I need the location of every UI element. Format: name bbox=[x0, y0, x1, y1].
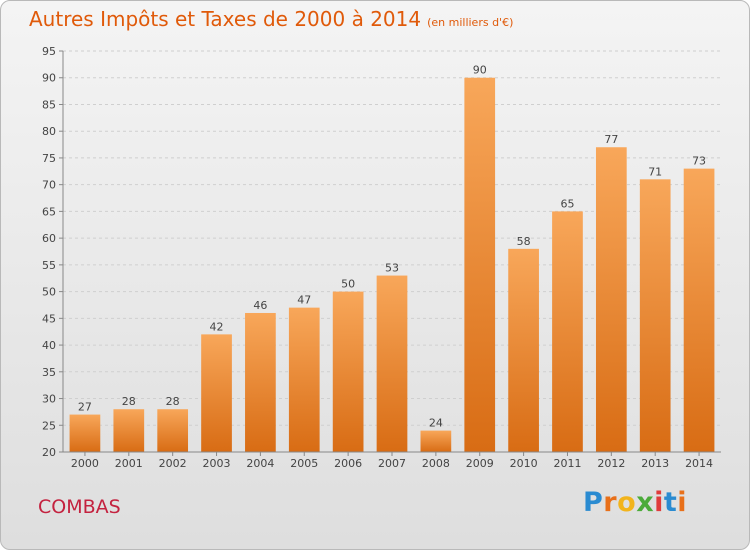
bar-value-label: 28 bbox=[122, 395, 136, 408]
bar bbox=[245, 312, 276, 452]
x-tick-label: 2005 bbox=[290, 457, 318, 470]
y-tick-label: 55 bbox=[42, 259, 56, 272]
logo-letter: P bbox=[583, 487, 604, 518]
y-axis: 20 25 30 35 40 45 50 55 60 65 70 75 80 85 90 95 bbox=[42, 45, 64, 459]
y-tick-label: 80 bbox=[42, 125, 56, 138]
bar bbox=[508, 248, 539, 452]
bar-value-label: 58 bbox=[517, 235, 531, 248]
bar-value-label: 53 bbox=[385, 262, 399, 275]
logo-letter: r bbox=[603, 487, 618, 518]
bar bbox=[376, 275, 408, 452]
y-tick-label: 20 bbox=[42, 446, 56, 459]
x-tick-label: 2013 bbox=[641, 457, 669, 470]
bar-value-label: 47 bbox=[297, 294, 311, 307]
y-tick-label: 70 bbox=[42, 179, 56, 192]
bar bbox=[69, 414, 101, 452]
logo-letter: t bbox=[663, 487, 678, 518]
x-tick-label: 2007 bbox=[378, 457, 406, 470]
logo-letter: o bbox=[617, 487, 637, 518]
bar-value-label: 24 bbox=[429, 417, 443, 430]
x-tick-label: 2012 bbox=[597, 457, 625, 470]
x-tick-label: 2010 bbox=[510, 457, 538, 470]
x-tick-label: 2003 bbox=[203, 457, 231, 470]
bar bbox=[639, 179, 671, 452]
y-tick-label: 90 bbox=[42, 72, 56, 85]
x-tick-label: 2014 bbox=[685, 457, 713, 470]
chart-title-main: Autres Impôts et Taxes de 2000 à 2014 bbox=[29, 7, 422, 31]
x-tick-label: 2008 bbox=[422, 457, 450, 470]
bar bbox=[683, 168, 715, 453]
logo-letter: i bbox=[677, 487, 688, 518]
bar-value-label: 77 bbox=[604, 133, 618, 146]
y-tick-label: 45 bbox=[42, 312, 56, 325]
bar bbox=[595, 147, 627, 453]
y-tick-label: 30 bbox=[42, 393, 56, 406]
bar bbox=[552, 211, 583, 452]
y-tick-label: 60 bbox=[42, 232, 56, 245]
bar-value-label: 90 bbox=[473, 64, 487, 77]
chart-title: Autres Impôts et Taxes de 2000 à 2014 (en… bbox=[29, 7, 513, 31]
bar-value-label: 71 bbox=[648, 165, 662, 178]
y-tick-label: 75 bbox=[42, 152, 56, 165]
x-tick-label: 2006 bbox=[334, 457, 362, 470]
chart-subtitle: (en milliers d'€) bbox=[427, 16, 514, 29]
y-tick-label: 85 bbox=[42, 98, 56, 111]
commune-name: COMBAS bbox=[38, 496, 121, 518]
bar-value-label: 46 bbox=[253, 299, 267, 312]
y-tick-label: 35 bbox=[42, 366, 56, 379]
proxiti-logo[interactable]: Proxiti bbox=[583, 487, 687, 518]
y-tick-label: 65 bbox=[42, 205, 56, 218]
bar bbox=[464, 77, 496, 452]
bar-value-label: 27 bbox=[78, 401, 92, 414]
y-tick-label: 25 bbox=[42, 419, 56, 432]
bar-value-label: 50 bbox=[341, 278, 355, 291]
bar-value-label: 73 bbox=[692, 155, 706, 168]
x-tick-label: 2002 bbox=[159, 457, 187, 470]
y-tick-label: 40 bbox=[42, 339, 56, 352]
bar bbox=[288, 307, 320, 452]
x-tick-label: 2000 bbox=[71, 457, 99, 470]
logo-letter: x bbox=[636, 487, 655, 518]
x-tick-label: 2011 bbox=[553, 457, 581, 470]
x-axis: 2000 2001 2002 2003 2004 2005 2006 2007 2008 2009… bbox=[63, 451, 721, 470]
bar-value-label: 65 bbox=[560, 197, 574, 210]
y-tick-label: 50 bbox=[42, 286, 56, 299]
x-tick-label: 2004 bbox=[246, 457, 274, 470]
bar bbox=[201, 334, 232, 452]
bar bbox=[113, 409, 145, 452]
x-tick-label: 2001 bbox=[115, 457, 143, 470]
y-tick-label: 95 bbox=[42, 45, 56, 58]
bar bbox=[332, 291, 364, 452]
x-tick-label: 2009 bbox=[466, 457, 494, 470]
bars: 27 28 28 42 46 47 50 53 24 90 58 65 77 71 73 bbox=[69, 64, 715, 453]
bar-value-label: 42 bbox=[210, 320, 224, 333]
bar bbox=[157, 409, 189, 452]
logo-letter: i bbox=[654, 487, 664, 518]
bar-value-label: 28 bbox=[166, 395, 180, 408]
bar bbox=[420, 430, 452, 452]
